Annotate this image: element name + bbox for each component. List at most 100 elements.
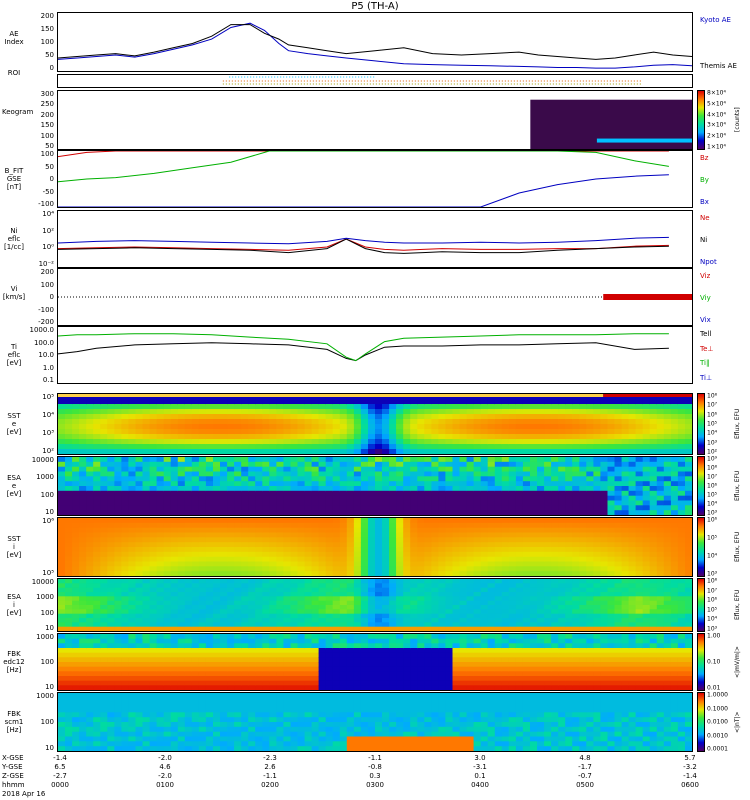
spectrogram-cell [332,439,341,445]
spectrogram-cell [213,532,221,538]
spectrogram-cell [135,556,144,563]
spectrogram-cell [396,505,404,511]
spectrogram-cell [241,522,249,529]
spectrogram-cell [579,609,587,615]
spectrogram-cell [65,671,73,677]
spectrogram-cell [220,471,228,477]
spectrogram-cell [65,618,73,623]
spectrogram-cell [424,571,432,576]
spectrogram-cell [663,424,672,430]
spectrogram-cell [438,461,446,468]
spectrogram-cell [656,522,665,529]
spectrogram-cell [184,429,193,435]
spectrogram-cell [121,634,129,640]
spectrogram-cell [353,409,362,415]
spectrogram-cell [635,605,644,610]
spectrogram-cell [410,461,418,468]
spectrogram-cell [86,634,94,640]
spectrogram-cell [396,547,404,553]
spectrogram-cell [565,579,573,584]
spectrogram-cell [93,657,101,663]
spectrogram-cell [241,476,249,482]
spectrogram-cell [107,444,115,450]
spectrogram-cell [396,486,404,492]
spectrogram-cell [368,583,376,589]
spectrogram-cell [107,671,115,677]
spectrogram-cell [515,556,524,563]
spectrogram-cell [205,500,214,506]
spectrogram-cell [642,404,651,410]
spectrogram-cell [241,434,249,440]
spectrogram-cell [382,537,390,543]
spectrogram-cell [311,680,320,686]
spectrogram-cell [656,600,665,606]
spectrogram-cell [403,486,411,492]
spectrogram-cell [424,439,432,445]
spectrogram-cell [220,444,228,450]
spectrogram-cell [537,505,545,511]
spectrogram-cell [649,404,658,410]
spectrogram-cell [438,596,446,602]
spectrogram-cell [191,685,200,690]
spectrogram-cell [227,434,235,440]
spectrogram-cell [607,419,616,425]
spectrogram-cell [466,537,475,543]
spectrogram-cell [642,583,651,589]
colorbar-tick: 10⁹ [707,455,718,463]
spectrogram-cell [128,643,136,649]
spectrogram-cell [621,571,630,576]
spectrogram-cell [431,399,439,405]
spectrogram-cell [318,527,327,534]
spectrogram-cell [332,404,341,410]
spectrogram-cell [670,532,679,538]
spectrogram-cell [459,609,468,615]
spectrogram-cell [248,439,256,445]
spectrogram-cell [656,444,665,450]
spectrogram-cell [685,490,692,497]
spectrogram-cell [149,434,158,440]
spectrogram-cell [670,495,679,502]
spectrogram-cell [417,522,425,529]
spectrogram-cell [431,537,439,543]
spectrogram-cell [480,613,489,619]
spectrogram-cell [283,638,291,644]
spectrogram-cell [79,657,87,663]
spectrogram-cell [579,561,587,567]
spectrogram-cell [403,532,411,538]
spectrogram-cell [544,449,552,454]
spectrogram-cell [614,583,623,589]
y-tick-label: 100 [40,608,54,617]
spectrogram-cell [65,476,73,482]
spectrogram-cell [205,666,214,672]
spectrogram-cell [389,495,397,502]
spectrogram-cell [107,685,115,690]
spectrogram-cell [58,486,66,492]
spectrogram-cell [649,618,658,623]
spectrogram-cell [642,600,651,606]
spectrogram-cell [663,583,672,589]
spectrogram-cell [241,532,249,538]
spectrogram-cell [431,409,439,415]
spectrogram-cell [586,592,594,597]
spectrogram-cell [100,466,108,473]
spectrogram-cell [466,429,475,435]
spectrogram-cell [184,638,193,644]
legend-bfit-1: By [700,176,709,184]
spectrogram-cell [114,532,122,538]
spectrogram-cell [135,429,144,435]
spectrogram-cell [241,579,249,584]
spectrogram-cell [65,500,73,506]
spectrogram-cell [177,587,186,593]
spectrogram-cell [135,439,144,445]
spectrogram-cell [255,685,263,690]
spectrogram-cell [424,490,432,497]
spectrogram-cell [572,414,580,420]
spectrogram-cell [339,527,348,534]
spectrogram-cell [100,490,108,497]
spectrogram-cell [283,429,291,435]
spectrogram-cell [628,537,637,543]
spectrogram-cell [114,505,122,511]
spectrogram-cell [205,495,214,502]
colorbar-tick: 10⁶ [707,516,718,524]
spectrogram-cell [290,680,299,686]
